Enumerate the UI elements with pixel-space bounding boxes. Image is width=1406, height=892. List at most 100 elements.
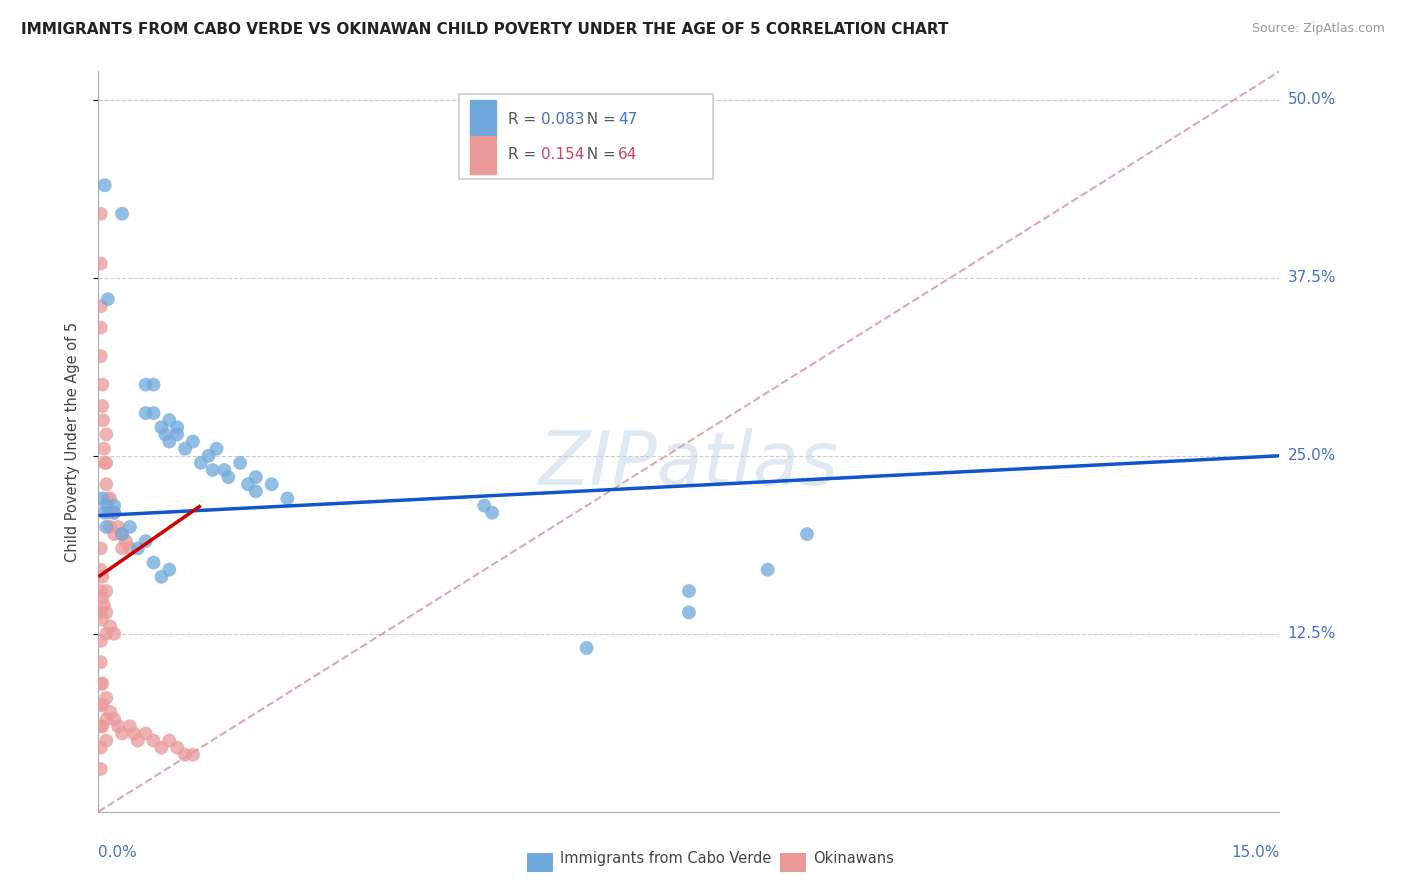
Point — [90, 349, 112, 363]
Point — [197, 449, 219, 463]
Point — [157, 563, 180, 577]
Point — [90, 563, 112, 577]
Point — [90, 698, 112, 712]
Point — [96, 499, 118, 513]
Text: Okinawans: Okinawans — [813, 851, 894, 865]
Point — [91, 413, 114, 427]
Point — [127, 733, 149, 747]
Point — [118, 719, 141, 733]
Point — [103, 626, 125, 640]
Point — [96, 733, 118, 747]
Point — [166, 427, 188, 442]
Text: R =: R = — [508, 147, 541, 162]
Point — [678, 584, 700, 599]
Point — [481, 506, 503, 520]
Point — [135, 726, 157, 740]
Point — [174, 747, 197, 762]
Point — [97, 292, 120, 306]
Point — [90, 299, 112, 313]
Point — [201, 463, 224, 477]
Point — [107, 520, 129, 534]
Point — [96, 456, 118, 470]
Point — [205, 442, 228, 456]
Text: 64: 64 — [619, 147, 637, 162]
Point — [91, 399, 114, 413]
Point — [155, 427, 177, 442]
Point — [111, 527, 134, 541]
Point — [90, 762, 112, 776]
Y-axis label: Child Poverty Under the Age of 5: Child Poverty Under the Age of 5 — [65, 321, 80, 562]
Text: 50.0%: 50.0% — [1288, 93, 1336, 107]
Point — [98, 705, 121, 719]
Point — [135, 406, 157, 420]
Point — [157, 434, 180, 449]
Point — [166, 740, 188, 755]
Text: N =: N = — [576, 147, 620, 162]
Point — [111, 541, 134, 556]
Text: 12.5%: 12.5% — [1288, 626, 1336, 641]
Point — [96, 427, 118, 442]
Point — [96, 690, 118, 705]
Point — [93, 178, 115, 193]
Point — [91, 698, 114, 712]
Point — [217, 470, 239, 484]
Point — [127, 541, 149, 556]
Point — [90, 655, 112, 669]
Point — [98, 491, 121, 506]
Text: Source: ZipAtlas.com: Source: ZipAtlas.com — [1251, 22, 1385, 36]
Text: 37.5%: 37.5% — [1288, 270, 1336, 285]
Point — [157, 733, 180, 747]
Point — [93, 442, 115, 456]
Point — [96, 626, 118, 640]
Point — [142, 406, 165, 420]
Point — [91, 613, 114, 627]
Point — [93, 599, 115, 613]
Point — [181, 747, 204, 762]
Text: 0.154: 0.154 — [541, 147, 585, 162]
Text: R =: R = — [508, 112, 541, 127]
Point — [214, 463, 236, 477]
Point — [90, 584, 112, 599]
Point — [118, 541, 141, 556]
Text: IMMIGRANTS FROM CABO VERDE VS OKINAWAN CHILD POVERTY UNDER THE AGE OF 5 CORRELAT: IMMIGRANTS FROM CABO VERDE VS OKINAWAN C… — [21, 22, 949, 37]
Point — [90, 633, 112, 648]
Point — [103, 499, 125, 513]
Point — [90, 541, 112, 556]
Point — [157, 413, 180, 427]
Text: 25.0%: 25.0% — [1288, 449, 1336, 463]
Point — [122, 726, 145, 740]
Point — [135, 534, 157, 549]
Point — [142, 377, 165, 392]
Point — [142, 733, 165, 747]
Text: ZIPatlas: ZIPatlas — [538, 428, 839, 500]
Point — [150, 740, 173, 755]
Point — [118, 520, 141, 534]
Point — [96, 712, 118, 726]
Point — [181, 434, 204, 449]
Point — [90, 676, 112, 690]
Point — [678, 606, 700, 620]
Point — [142, 556, 165, 570]
Point — [91, 591, 114, 606]
Point — [150, 420, 173, 434]
Point — [91, 719, 114, 733]
Bar — [471, 136, 496, 174]
Point — [103, 506, 125, 520]
Point — [97, 491, 120, 506]
Bar — [471, 100, 496, 138]
Point — [472, 499, 495, 513]
Point — [90, 207, 112, 221]
Point — [90, 256, 112, 270]
Point — [90, 719, 112, 733]
Point — [236, 477, 259, 491]
Point — [96, 520, 118, 534]
Point — [190, 456, 212, 470]
Point — [107, 719, 129, 733]
Point — [97, 506, 120, 520]
Point — [174, 442, 197, 456]
Point — [98, 619, 121, 633]
Text: Immigrants from Cabo Verde: Immigrants from Cabo Verde — [560, 851, 770, 865]
Point — [93, 506, 115, 520]
Point — [229, 456, 252, 470]
Point — [115, 534, 138, 549]
